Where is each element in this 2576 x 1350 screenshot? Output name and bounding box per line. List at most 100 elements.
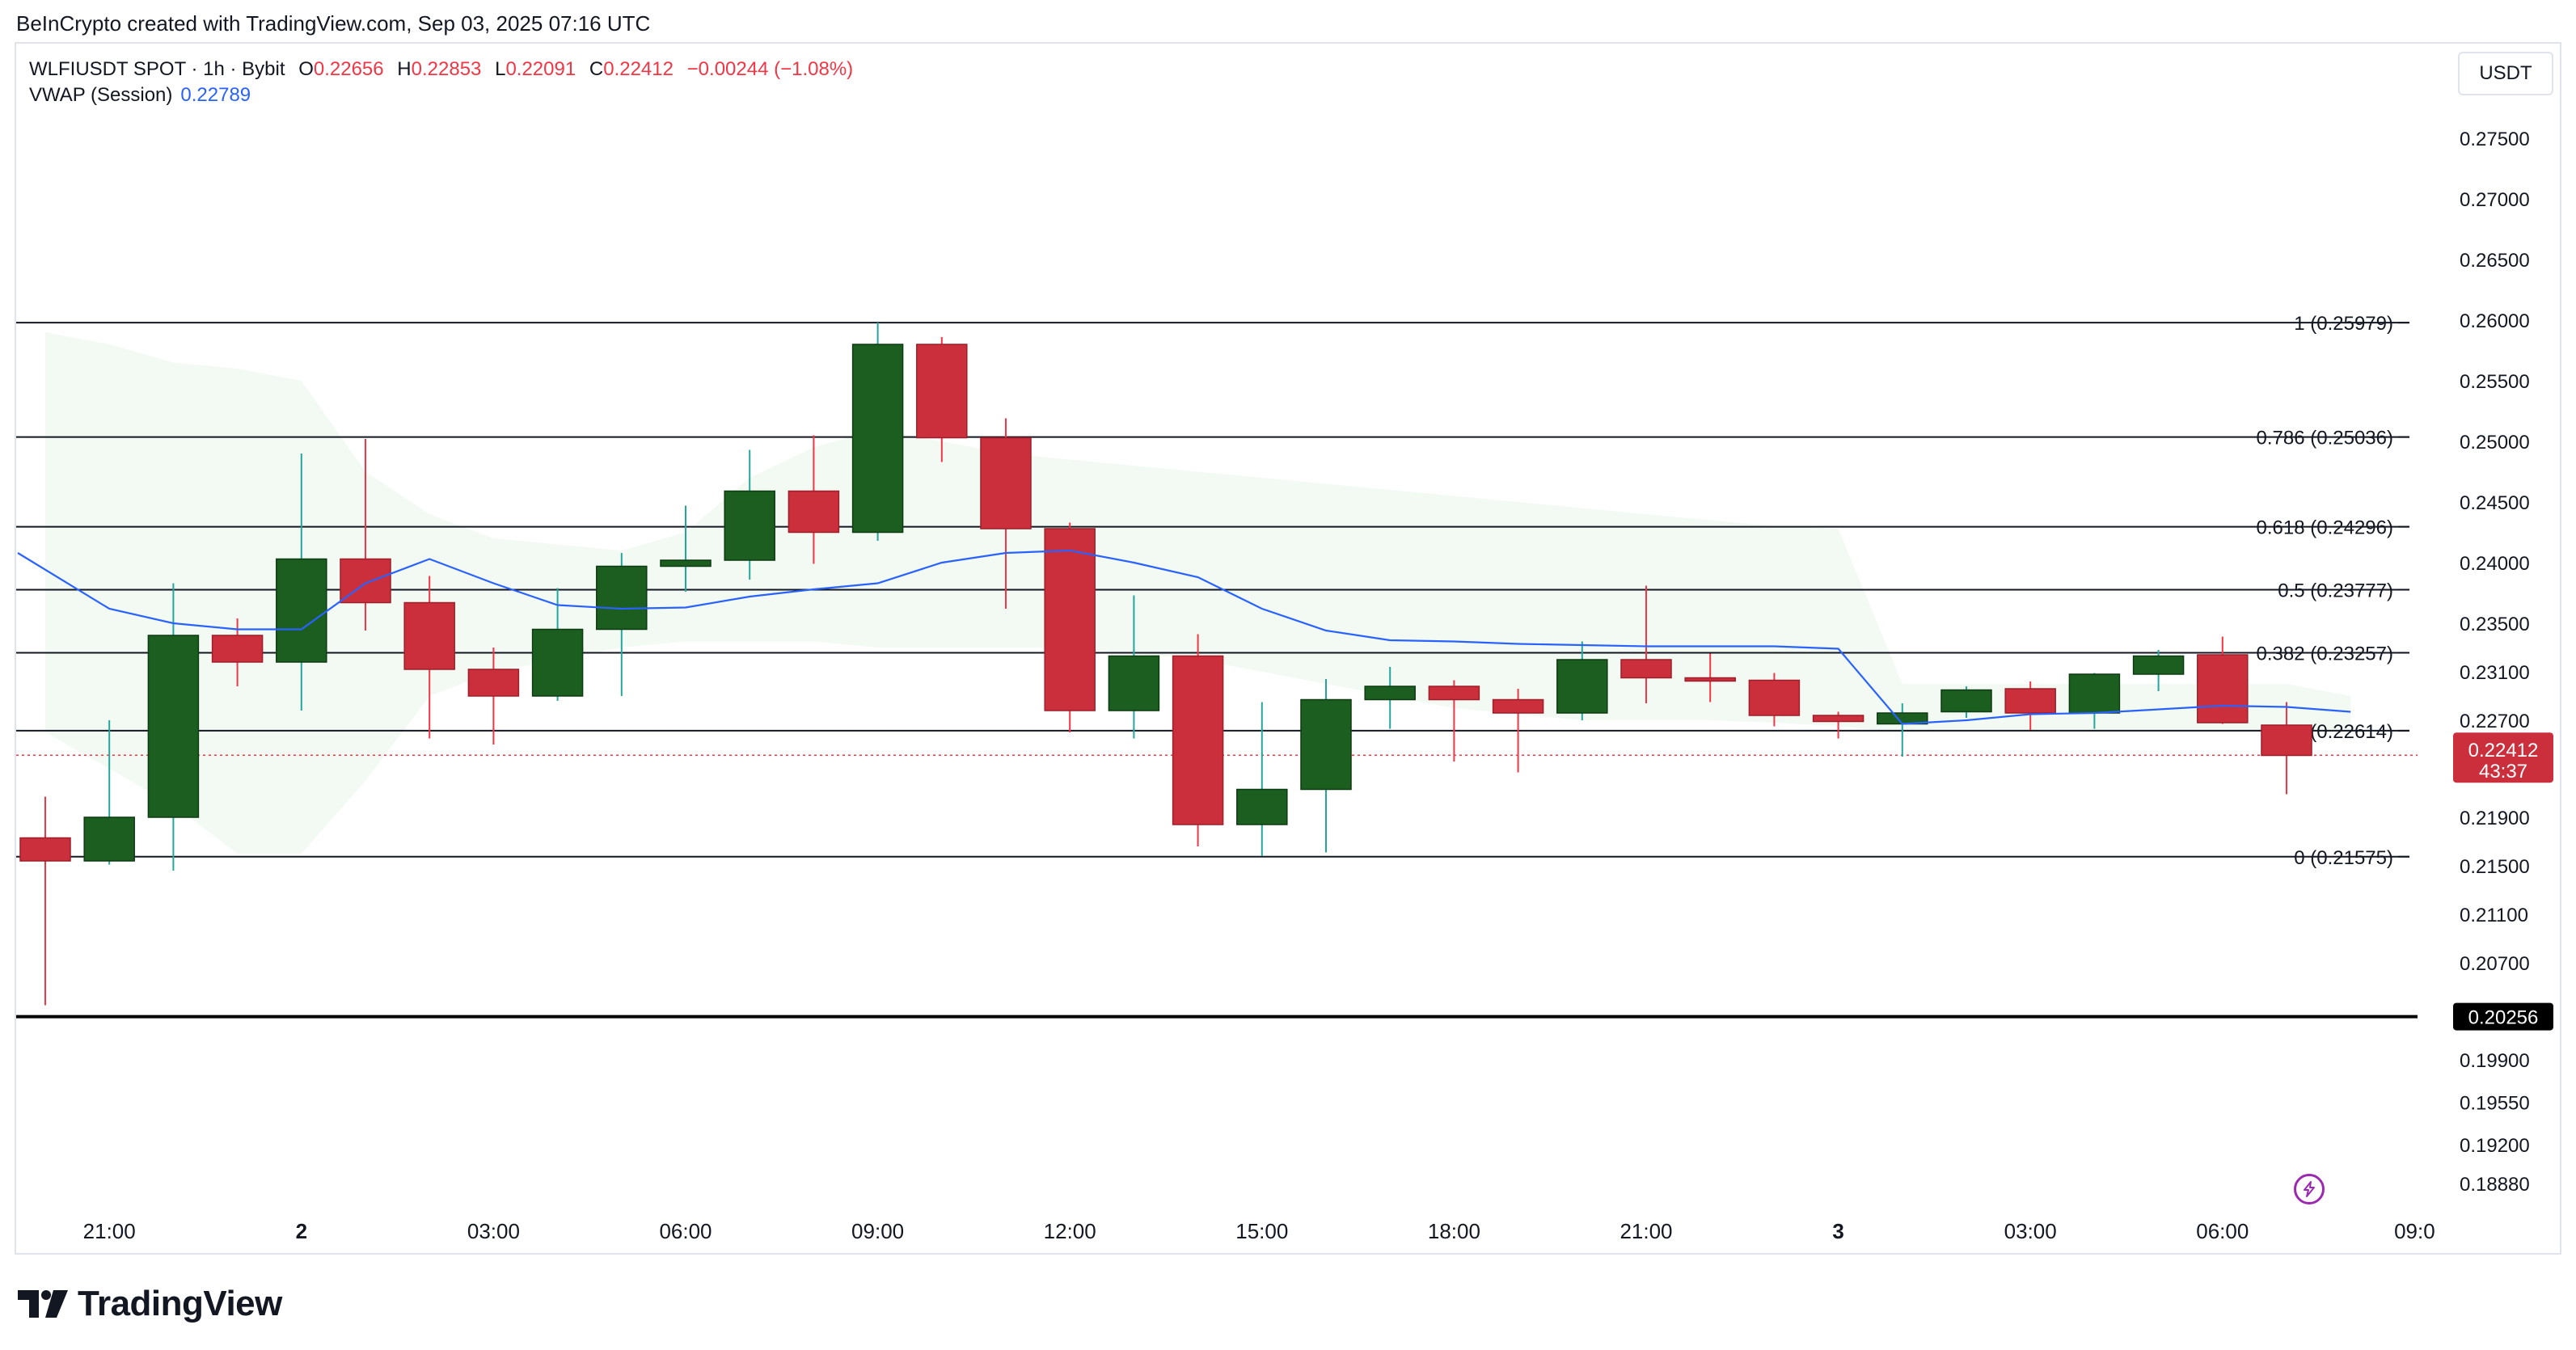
price-tick-label: 0.22700 [2460,711,2530,732]
candle-body [1364,686,1416,701]
high-label: H [397,58,412,80]
vwap-value: 0.22789 [180,84,251,106]
price-tick-label: 0.26000 [2460,310,2530,332]
candle-up [147,583,200,871]
candle-down [403,576,455,739]
candle-body [467,669,520,697]
candle-body [1044,528,1096,711]
candle-down [1748,673,1801,727]
candle-up [276,454,327,711]
candle-body [2197,654,2249,724]
candle-body [19,837,71,862]
vwap-line [17,549,2351,725]
support-price-label: 0.20256 [2468,1007,2539,1029]
time-tick-label: 12:00 [1044,1219,1096,1243]
candle-body [531,628,584,697]
tradingview-logo-icon [18,1290,68,1318]
flash-icon[interactable] [2294,1174,2325,1204]
candle-up [596,553,648,696]
candle-down [19,796,71,1006]
price-tick-label: 0.25500 [2460,371,2530,393]
chart-attribution: BeInCrypto created with TradingView.com,… [16,11,651,36]
fib-label: 0.786 (0.25036) [2257,428,2393,449]
time-tick-label: 09:0 [2394,1219,2435,1243]
time-tick-label: 09:00 [851,1219,904,1243]
candle-body [147,635,200,818]
vwap-label[interactable]: VWAP (Session) [29,84,173,106]
close-value: 0.22412 [603,58,674,80]
candle-up [1556,641,1608,720]
candle-body [2068,673,2121,714]
candle-body [403,601,455,670]
currency-button[interactable]: USDT [2458,52,2553,95]
candle-body [1108,655,1160,711]
time-tick-label: 03:00 [2004,1219,2057,1243]
high-value: 0.22853 [411,58,482,80]
candle-down [211,618,264,686]
candle-up [1236,702,1288,856]
time-tick-label: 06:00 [2196,1219,2249,1243]
countdown-label: 43:37 [2479,761,2527,783]
candle-down [2197,636,2249,724]
vwap-band-area [45,332,2351,854]
price-tick-label: 0.23100 [2460,662,2530,684]
tradingview-logo[interactable]: TradingView [18,1284,282,1324]
candle-down [2004,681,2056,730]
price-tick-label: 0.21100 [2460,905,2528,926]
fib-label: 0.618 (0.24296) [2257,517,2393,539]
time-tick-label: 06:00 [659,1219,712,1243]
candle-down [1812,711,1864,739]
price-tick-label: 0.19550 [2460,1093,2530,1115]
price-tick-label: 0.21900 [2460,808,2530,829]
candle-down [980,418,1032,609]
price-tick-label: 0.21500 [2460,856,2530,878]
candle-up [2068,673,2121,729]
price-axis[interactable]: 0.27500 0.27000 0.26500 0.26000 0.25500 0.250… [2460,129,2530,1196]
price-tick-label: 0.18880 [2460,1174,2530,1196]
candle-down [916,337,968,462]
candles [19,323,2312,1006]
candle-up [1300,679,1352,853]
candle-body [2004,688,2056,714]
price-tick-label: 0.25000 [2460,432,2530,454]
candle-body [1620,659,1672,679]
time-tick-label: 15:00 [1235,1219,1288,1243]
candle-body [276,558,327,663]
candle-body [596,565,648,631]
last-price-tag [2453,732,2553,783]
symbol-label[interactable]: WLFIUSDT SPOT · 1h · Bybit [29,58,285,80]
price-tick-label: 0.27000 [2460,189,2530,211]
candle-up [1940,686,1992,718]
candle-body [980,437,1032,529]
candle-body [1300,698,1352,791]
time-tick-label: 21:00 [83,1219,136,1243]
lightning-icon [2304,1181,2315,1197]
time-tick-label: 21:00 [1620,1219,1672,1243]
price-tick-label: 0.20700 [2460,953,2530,975]
fib-label: 1 (0.25979) [2294,313,2393,335]
candle-down [1172,634,1224,846]
candle-body [660,559,712,567]
open-value: 0.22656 [313,58,384,80]
candle-body [1172,655,1224,825]
candle-body [1684,677,1736,682]
support-price-tag [2453,1002,2553,1031]
fib-label: (0.22614) [2310,721,2393,743]
candle-body [1812,715,1864,723]
time-tick-label: 18:00 [1428,1219,1480,1243]
candle-down [1492,689,1544,773]
candle-up [83,720,135,865]
time-axis[interactable]: 21:00 2 03:00 06:00 09:00 12:00 15:00 18:00 21:0… [83,1219,2435,1243]
candle-body [1428,686,1480,701]
price-tick-label: 0.27500 [2460,129,2530,150]
vwap-band [45,332,2351,854]
candle-body [1236,788,1288,825]
candle-body [724,490,775,561]
candle-body [1748,679,1801,716]
candle-body [1940,689,1992,713]
low-value: 0.22091 [505,58,576,80]
candle-down [1428,680,1480,761]
candle-up [851,323,904,541]
